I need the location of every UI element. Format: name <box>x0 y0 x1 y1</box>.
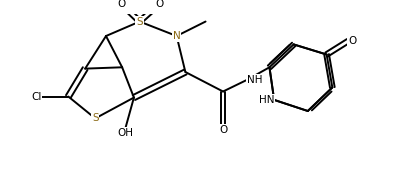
Text: N: N <box>173 31 180 41</box>
Text: HN: HN <box>259 95 274 105</box>
Text: Cl: Cl <box>31 92 41 102</box>
Text: OH: OH <box>118 128 134 138</box>
Text: O: O <box>117 0 126 9</box>
Text: S: S <box>136 16 143 27</box>
Text: NH: NH <box>247 75 263 85</box>
Text: O: O <box>155 0 163 9</box>
Text: O: O <box>348 36 356 46</box>
Text: S: S <box>92 113 99 123</box>
Text: O: O <box>219 125 227 135</box>
